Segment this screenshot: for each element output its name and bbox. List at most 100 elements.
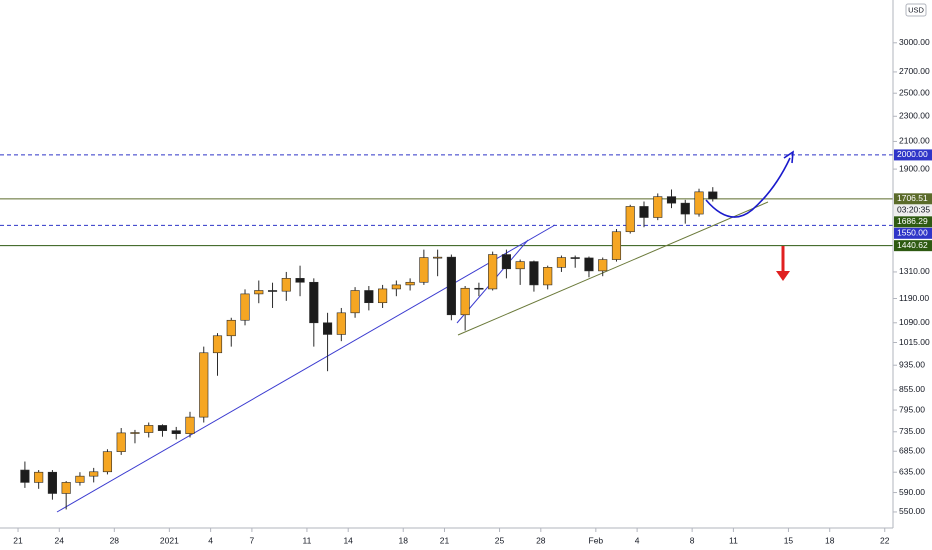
candle-body xyxy=(75,475,85,483)
y-tick-label: 795.00 xyxy=(899,404,925,414)
candle-body xyxy=(611,231,622,260)
candle-body xyxy=(694,191,704,215)
candle-body xyxy=(102,451,113,473)
x-tick-label: 21 xyxy=(13,535,23,545)
x-tick-label: 7 xyxy=(250,535,255,545)
candle-body xyxy=(323,322,333,335)
candle-body xyxy=(680,202,690,215)
candle-body xyxy=(666,196,677,204)
x-tick-label: 15 xyxy=(784,535,794,545)
candle-body xyxy=(708,191,718,200)
y-tick-label: 1090.00 xyxy=(899,317,930,327)
y-tick-label: 550.00 xyxy=(899,506,925,516)
x-tick-label: 22 xyxy=(880,535,890,545)
candle-body xyxy=(157,425,168,431)
x-tick-label: 18 xyxy=(398,535,408,545)
candle-body xyxy=(240,293,250,321)
candle-body xyxy=(171,430,181,434)
candle-body xyxy=(433,256,443,259)
candle-body xyxy=(460,287,470,316)
candle-body xyxy=(61,482,71,494)
axes: 3000.00 2700.00 2500.00 2300.00 2100.00 1900.… xyxy=(13,37,932,545)
y-tick-label: 685.00 xyxy=(899,446,925,456)
candle-body xyxy=(34,471,44,483)
candle-body xyxy=(543,267,553,286)
candle-body xyxy=(529,261,539,286)
candle-body xyxy=(336,312,346,335)
candle-body xyxy=(226,319,236,337)
y-tick-label: 1190.00 xyxy=(899,293,929,303)
price-label-box xyxy=(894,227,932,239)
x-tick-label: Feb xyxy=(589,535,604,545)
y-tick-label: 2500.00 xyxy=(899,87,930,97)
candle-body xyxy=(89,471,99,477)
y-tick-label: 3000.00 xyxy=(899,37,930,47)
price-label-box xyxy=(894,149,932,161)
candle-body xyxy=(199,352,209,418)
candle-body xyxy=(446,256,456,316)
candle-body xyxy=(295,278,305,283)
candle-body xyxy=(474,287,484,290)
candle-body xyxy=(281,278,291,292)
candle-body xyxy=(144,425,154,433)
down-arrowhead xyxy=(776,271,790,281)
candle-body xyxy=(515,261,525,270)
candle-body xyxy=(185,416,195,434)
candle-body xyxy=(570,257,580,259)
candle-body xyxy=(267,290,278,292)
candles xyxy=(20,187,718,510)
candle-body xyxy=(364,290,374,304)
candle-body xyxy=(598,259,608,272)
candle-body xyxy=(350,290,360,314)
y-tick-label: 855.00 xyxy=(899,384,925,394)
y-tick-label: 2100.00 xyxy=(899,136,930,146)
candle-body xyxy=(130,432,140,434)
candle-body xyxy=(254,290,264,295)
currency: USD xyxy=(908,5,924,14)
candle-body xyxy=(639,206,649,218)
y-tick-label: 1310.00 xyxy=(899,266,930,276)
price-label-box xyxy=(894,204,932,216)
candle-body xyxy=(116,432,126,452)
x-tick-label: 24 xyxy=(55,535,65,545)
x-tick-label: 25 xyxy=(495,535,505,545)
y-tick-label: 635.00 xyxy=(899,466,925,476)
trendline xyxy=(457,201,769,336)
x-tick-label: 28 xyxy=(110,535,120,545)
candle-body xyxy=(212,335,223,354)
currency-box[interactable] xyxy=(905,3,927,17)
x-tick-label: 4 xyxy=(208,535,213,545)
x-tick-label: 21 xyxy=(440,535,450,545)
candle-body xyxy=(501,254,511,270)
price-label: 1686.29 xyxy=(897,216,928,226)
x-tick-label: 2021 xyxy=(160,535,179,545)
price-label: 1706.51 xyxy=(897,193,928,203)
x-tick-label: 4 xyxy=(635,535,640,545)
y-tick-label: 1900.00 xyxy=(899,163,930,173)
price-label-box xyxy=(894,216,932,228)
price-label: 1440.62 xyxy=(897,240,928,250)
x-tick-label: 11 xyxy=(303,535,312,545)
y-tick-label: 935.00 xyxy=(899,359,925,369)
candle-body xyxy=(378,288,388,304)
y-tick-label: 2300.00 xyxy=(899,111,930,121)
candle-body xyxy=(391,284,401,290)
candle-body xyxy=(584,257,594,272)
y-tick-label: 2700.00 xyxy=(899,66,930,76)
candle-body xyxy=(309,281,319,324)
candle-body xyxy=(488,254,498,290)
price-label-box xyxy=(894,193,932,205)
trendline xyxy=(56,224,556,513)
price-label-box xyxy=(894,240,932,252)
x-tick-label: 8 xyxy=(690,535,695,545)
candle-body xyxy=(556,257,567,268)
x-tick-label: 11 xyxy=(729,535,738,545)
price-label: 1550.00 xyxy=(897,228,928,238)
y-tick-label: 1015.00 xyxy=(899,337,930,347)
price-lines xyxy=(0,154,893,247)
y-tick-label: 735.00 xyxy=(899,426,925,436)
projection-arrowhead xyxy=(783,150,794,164)
candle-body xyxy=(47,471,57,494)
candle-body xyxy=(405,281,415,286)
